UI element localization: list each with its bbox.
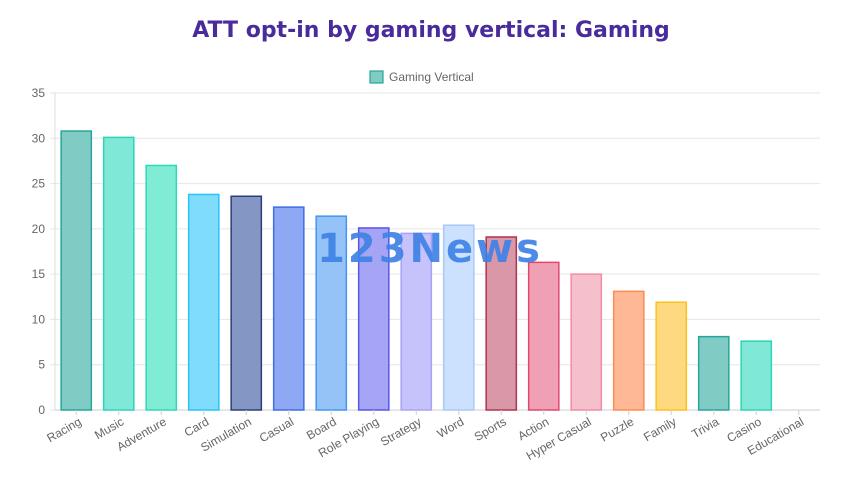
x-tick-label: Casual — [257, 414, 296, 445]
bar — [315, 215, 348, 411]
y-tick-label: 25 — [32, 177, 46, 191]
legend-label: Gaming Vertical — [389, 70, 474, 84]
x-tick-label: Racing — [44, 414, 83, 445]
bar — [442, 224, 475, 411]
bar — [740, 340, 773, 411]
x-tick-label: Card — [182, 414, 212, 439]
legend-swatch — [369, 70, 384, 84]
x-tick-label: Puzzle — [598, 414, 636, 444]
chart-title: ATT opt-in by gaming vertical: Gaming — [192, 18, 670, 43]
x-tick-label: Word — [435, 414, 467, 440]
y-tick-label: 0 — [38, 403, 45, 417]
y-tick-label: 30 — [32, 131, 46, 145]
watermark-text: 123News — [317, 226, 543, 272]
bar — [145, 164, 178, 411]
bar — [102, 136, 135, 411]
y-tick-label: 5 — [38, 358, 45, 372]
bar — [357, 227, 390, 411]
bar — [655, 301, 688, 411]
bar — [527, 261, 560, 411]
y-tick-label: 20 — [32, 222, 46, 236]
x-tick-label: Trivia — [689, 414, 721, 441]
bar — [60, 130, 93, 411]
bar — [570, 273, 603, 411]
y-tick-label: 15 — [32, 267, 46, 281]
y-tick-label: 10 — [32, 312, 46, 326]
bar — [187, 193, 220, 411]
bar — [272, 206, 305, 411]
x-tick-label: Sports — [472, 414, 509, 443]
bar — [612, 290, 645, 411]
y-tick-label: 35 — [32, 86, 46, 100]
x-tick-label: Strategy — [378, 414, 424, 448]
bar — [400, 232, 433, 411]
x-tick-label: Family — [641, 414, 679, 444]
bar — [230, 195, 263, 411]
bar — [697, 335, 730, 411]
